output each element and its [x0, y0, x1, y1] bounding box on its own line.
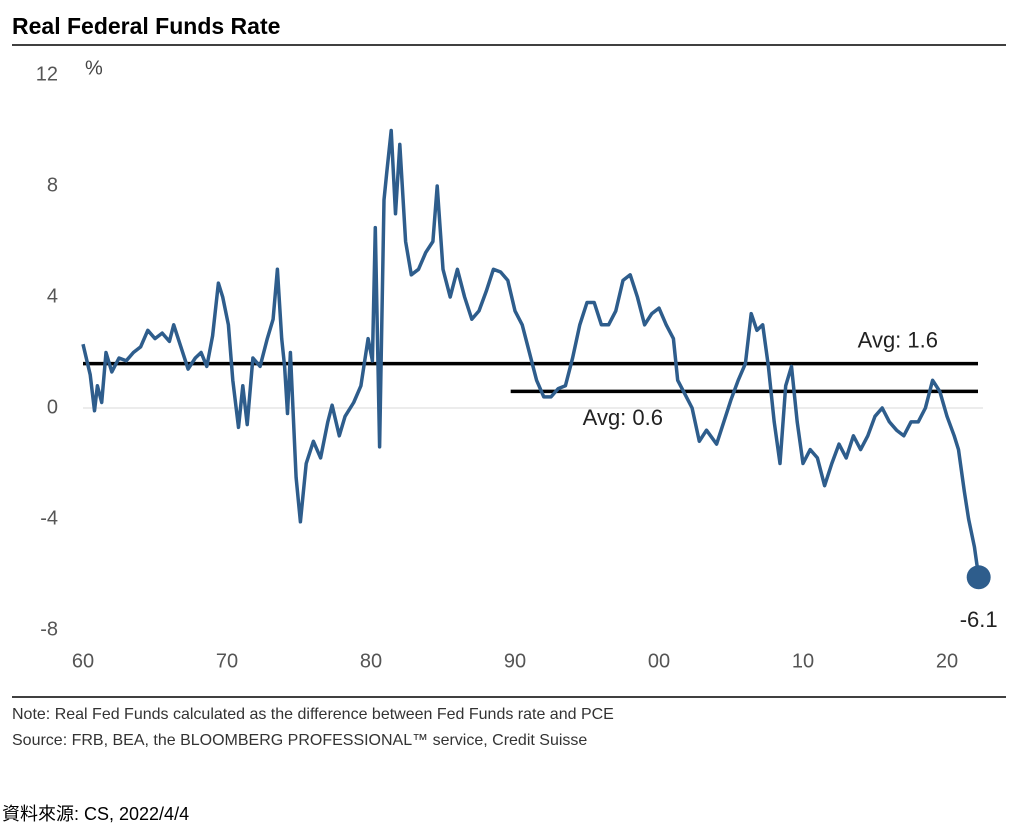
chart-title: Real Federal Funds Rate: [12, 13, 280, 39]
x-tick-label: 70: [216, 650, 238, 672]
end-point: [966, 565, 991, 590]
end-label: -6.1: [960, 607, 998, 632]
footer: 資料來源: CS, 2022/4/4: [2, 804, 189, 824]
x-tick-label: 60: [72, 650, 94, 672]
y-tick-label: -4: [40, 507, 58, 529]
x-tick-label: 90: [504, 650, 526, 672]
lines-layer: [81, 128, 991, 590]
y-tick-label: 8: [47, 174, 58, 196]
y-axis-label: %: [85, 57, 103, 79]
average-label: Avg: 0.6: [583, 405, 663, 430]
source: Source: FRB, BEA, the BLOOMBERG PROFESSI…: [12, 732, 587, 749]
y-tick-label: 12: [36, 63, 58, 85]
x-tick-label: 20: [936, 650, 958, 672]
series-line: [81, 128, 981, 578]
x-tick-label: 10: [792, 650, 814, 672]
x-tick-label: 80: [360, 650, 382, 672]
labels-layer: 12 8 4 0 -4 -8 60 70 80 90 00 10 20 Avg: 1.6 Avg: 0.6 -…: [36, 63, 998, 672]
average-label: Avg: 1.6: [858, 327, 938, 352]
y-tick-label: 4: [47, 285, 58, 307]
note: Note: Real Fed Funds calculated as the d…: [12, 706, 614, 723]
x-tick-label: 00: [648, 650, 670, 672]
y-tick-label: 0: [47, 396, 58, 418]
y-tick-label: -8: [40, 618, 58, 640]
grid-layer: [83, 407, 983, 409]
